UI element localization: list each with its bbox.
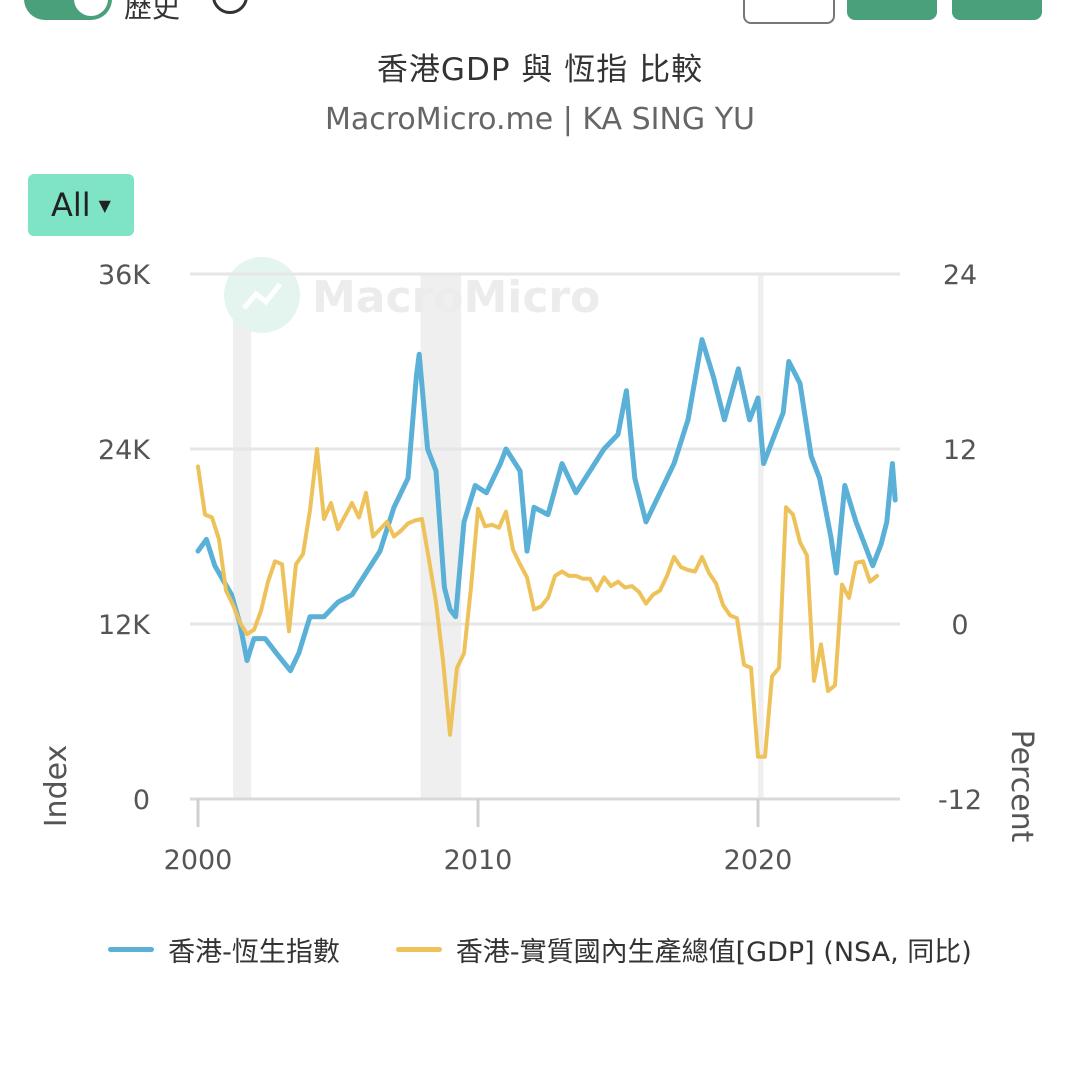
y-left-tick-label: 24K: [98, 435, 151, 466]
x-tick-label: 2010: [444, 845, 513, 876]
series-line-gdp: [196, 447, 879, 759]
recession-bands: [233, 274, 764, 799]
y-right-tick-label: 0: [951, 610, 968, 641]
series-lines: [195, 337, 898, 759]
y-left-tick-label: 12K: [98, 610, 151, 641]
legend-item-hsi[interactable]: 香港-恆生指數: [108, 930, 340, 969]
help-icon[interactable]: [212, 0, 248, 14]
legend-label-hsi: 香港-恆生指數: [168, 937, 340, 968]
y-left-tick-label: 0: [133, 785, 150, 816]
watermark-logo-icon: [224, 257, 300, 333]
toolbar-button-outline[interactable]: [743, 0, 835, 24]
legend-label-gdp: 香港-實質國內生產總值[GDP] (NSA, 同比): [455, 937, 972, 968]
y-right-tick-label: -12: [938, 785, 982, 816]
recession-band-0: [233, 274, 252, 799]
gridlines: [190, 272, 900, 801]
history-toggle-label: 歷史: [124, 0, 181, 24]
chart-title: 香港GDP 與 恆指 比較: [376, 52, 704, 88]
x-tick-label: 2000: [164, 845, 233, 876]
watermark-text: MacroMicro: [312, 272, 600, 323]
range-selector-button[interactable]: All ▼: [28, 174, 134, 236]
legend-swatch-hsi: [108, 947, 155, 952]
legend-swatch-gdp: [395, 947, 442, 952]
series-line-hsi: [195, 337, 898, 674]
toggle-knob: [74, 0, 108, 16]
y-right-tick-label: 12: [943, 435, 977, 466]
y-axis-left-label: Index: [39, 745, 74, 828]
x-tick-label: 2020: [724, 845, 793, 876]
y-left-tick-label: 36K: [98, 260, 151, 291]
legend: 香港-恆生指數 香港-實質國內生產總值[GDP] (NSA, 同比): [0, 930, 1080, 969]
recession-band-2: [758, 274, 764, 799]
toolbar-button-primary-1[interactable]: [847, 0, 937, 20]
caret-down-icon: ▼: [98, 195, 111, 215]
x-axis-ticks: 2000 2010 2020: [164, 799, 793, 876]
range-selector-label: All: [51, 186, 91, 224]
chart-subtitle: MacroMicro.me | KA SING YU: [324, 102, 755, 137]
legend-item-gdp[interactable]: 香港-實質國內生產總值[GDP] (NSA, 同比): [395, 930, 972, 969]
y-axis-right-ticks: -12 0 12 24: [938, 260, 982, 816]
y-axis-right-label: Percent: [1004, 730, 1039, 843]
toolbar-button-primary-2[interactable]: [952, 0, 1042, 20]
watermark-chart-icon: [242, 282, 282, 310]
y-right-tick-label: 24: [943, 260, 977, 291]
history-toggle[interactable]: [24, 0, 112, 20]
y-axis-left-ticks: 0 12K 24K 36K: [98, 260, 151, 816]
watermark: MacroMicro: [224, 257, 600, 333]
